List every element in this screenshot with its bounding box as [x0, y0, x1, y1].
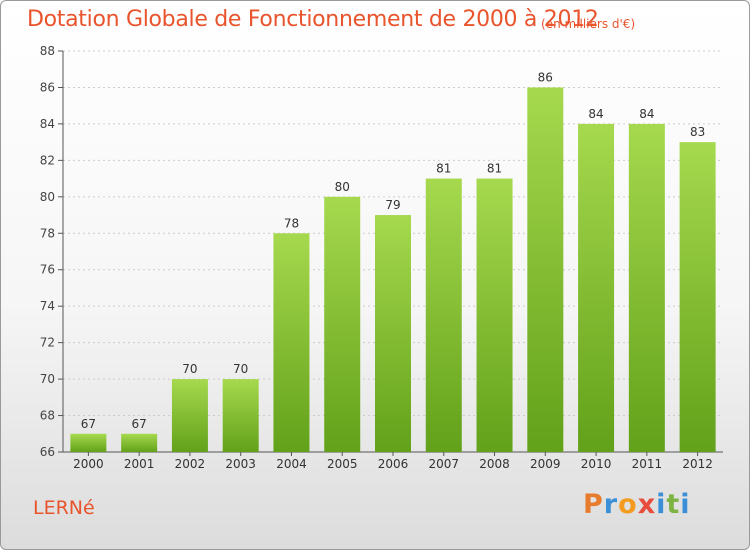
- bar: [222, 379, 259, 452]
- bar: [628, 123, 665, 452]
- x-tick-label: 2004: [276, 457, 307, 471]
- y-tick-label: 70: [40, 372, 55, 386]
- x-tick-label: 2006: [378, 457, 409, 471]
- logo-letter: r: [603, 489, 619, 520]
- y-tick-label: 76: [40, 263, 55, 277]
- data-label: 78: [284, 216, 299, 230]
- logo-letter: P: [583, 489, 604, 520]
- x-tick-label: 2008: [479, 457, 510, 471]
- bar: [70, 433, 107, 452]
- data-label: 84: [639, 107, 654, 121]
- y-tick-label: 68: [40, 409, 55, 423]
- unit-note: (en milliers d'€): [541, 17, 636, 31]
- y-tick-label: 72: [40, 336, 55, 350]
- bar: [527, 87, 564, 453]
- y-tick-label: 88: [40, 44, 55, 58]
- x-tick-label: 2003: [225, 457, 256, 471]
- logo-letter: i: [656, 489, 667, 520]
- data-label: 79: [385, 198, 400, 212]
- bar: [171, 379, 208, 452]
- bar: [375, 215, 411, 452]
- bar: [425, 178, 462, 452]
- y-tick-label: 82: [40, 153, 55, 167]
- y-tick-label: 84: [40, 117, 55, 131]
- logo-letter: i: [680, 489, 691, 520]
- x-tick-label: 2001: [124, 457, 155, 471]
- data-labels: 67 67 70 70 78 80 79 81 81 86 84 84 83: [81, 70, 706, 430]
- chart-title: Dotation Globale de Fonctionnement de 20…: [27, 7, 599, 32]
- data-label: 84: [588, 107, 603, 121]
- y-tick-label: 86: [40, 80, 55, 94]
- data-label: 67: [132, 417, 147, 431]
- x-tick-label: 2012: [682, 457, 713, 471]
- data-label: 70: [182, 362, 197, 376]
- data-label: 83: [690, 125, 705, 139]
- bar: [324, 196, 361, 452]
- logo-letter: t: [666, 489, 681, 520]
- x-tick-label: 2005: [327, 457, 358, 471]
- bar: [273, 233, 310, 452]
- x-tick-label: 2002: [175, 457, 206, 471]
- data-label: 67: [81, 417, 96, 431]
- data-label: 86: [538, 70, 553, 84]
- data-label: 70: [233, 362, 248, 376]
- y-tick-label: 78: [40, 226, 55, 240]
- data-label: 80: [335, 180, 350, 194]
- commune-name: LERNé: [33, 497, 95, 519]
- y-tick-label: 66: [40, 445, 55, 459]
- bars: [70, 87, 716, 453]
- bar: [578, 123, 615, 452]
- y-tick-label: 80: [40, 190, 55, 204]
- x-tick-label: 2009: [530, 457, 561, 471]
- x-tick-label: 2007: [428, 457, 459, 471]
- x-tick-label: 2010: [581, 457, 612, 471]
- data-label: 81: [436, 162, 451, 176]
- logo-letter: x: [637, 489, 657, 520]
- proxiti-logo[interactable]: Proxiti: [583, 489, 691, 520]
- x-tick-label: 2000: [73, 457, 104, 471]
- y-tick-label: 74: [40, 299, 55, 313]
- bar: [476, 178, 513, 452]
- data-label: 81: [487, 162, 502, 176]
- logo-letter: o: [618, 489, 638, 520]
- bar: [679, 142, 716, 453]
- bar: [121, 433, 158, 452]
- x-tick-label: 2011: [632, 457, 663, 471]
